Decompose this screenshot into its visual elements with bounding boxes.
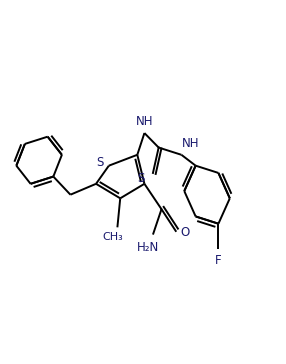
Text: S: S [137, 172, 144, 185]
Text: S: S [96, 155, 103, 169]
Text: NH: NH [182, 137, 200, 150]
Text: O: O [180, 226, 190, 239]
Text: H₂N: H₂N [137, 241, 159, 254]
Text: CH₃: CH₃ [103, 232, 124, 242]
Text: F: F [215, 254, 222, 267]
Text: NH: NH [136, 115, 153, 128]
